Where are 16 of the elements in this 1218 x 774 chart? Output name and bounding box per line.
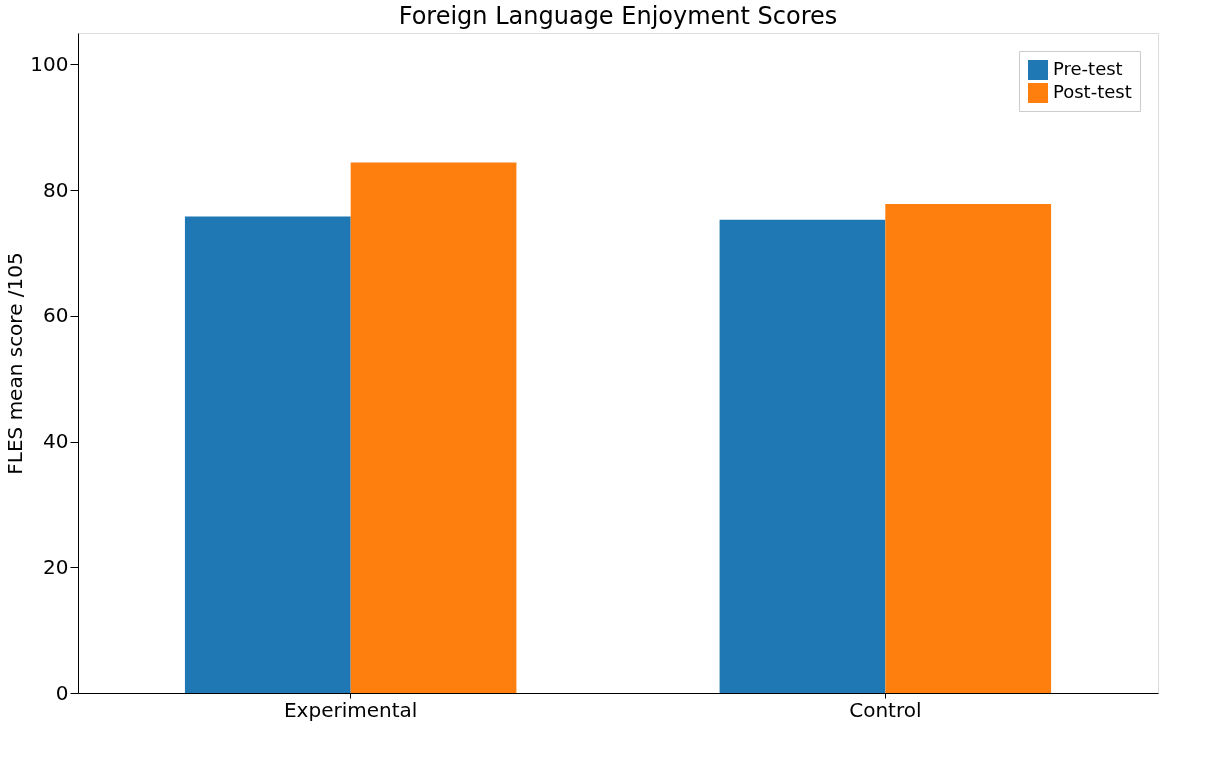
bar xyxy=(719,219,886,693)
y-tick-label: 40 xyxy=(43,429,69,454)
y-tick-label: 0 xyxy=(55,680,69,705)
chart-title: Foreign Language Enjoyment Scores xyxy=(398,2,838,30)
y-tick-label: 80 xyxy=(43,177,69,202)
y-axis-title: FLES mean score /105 xyxy=(3,252,28,475)
y-tick-label: 100 xyxy=(30,51,69,76)
bar xyxy=(350,162,517,693)
y-tick-label: 60 xyxy=(43,303,69,328)
x-tick-label: Experimental xyxy=(283,697,418,722)
bar xyxy=(184,216,351,693)
legend-label: Post-test xyxy=(1053,81,1132,102)
legend-label: Pre-test xyxy=(1053,58,1123,79)
x-tick-label: Control xyxy=(849,697,922,722)
bar xyxy=(885,203,1052,693)
y-tick-label: 20 xyxy=(43,554,69,579)
